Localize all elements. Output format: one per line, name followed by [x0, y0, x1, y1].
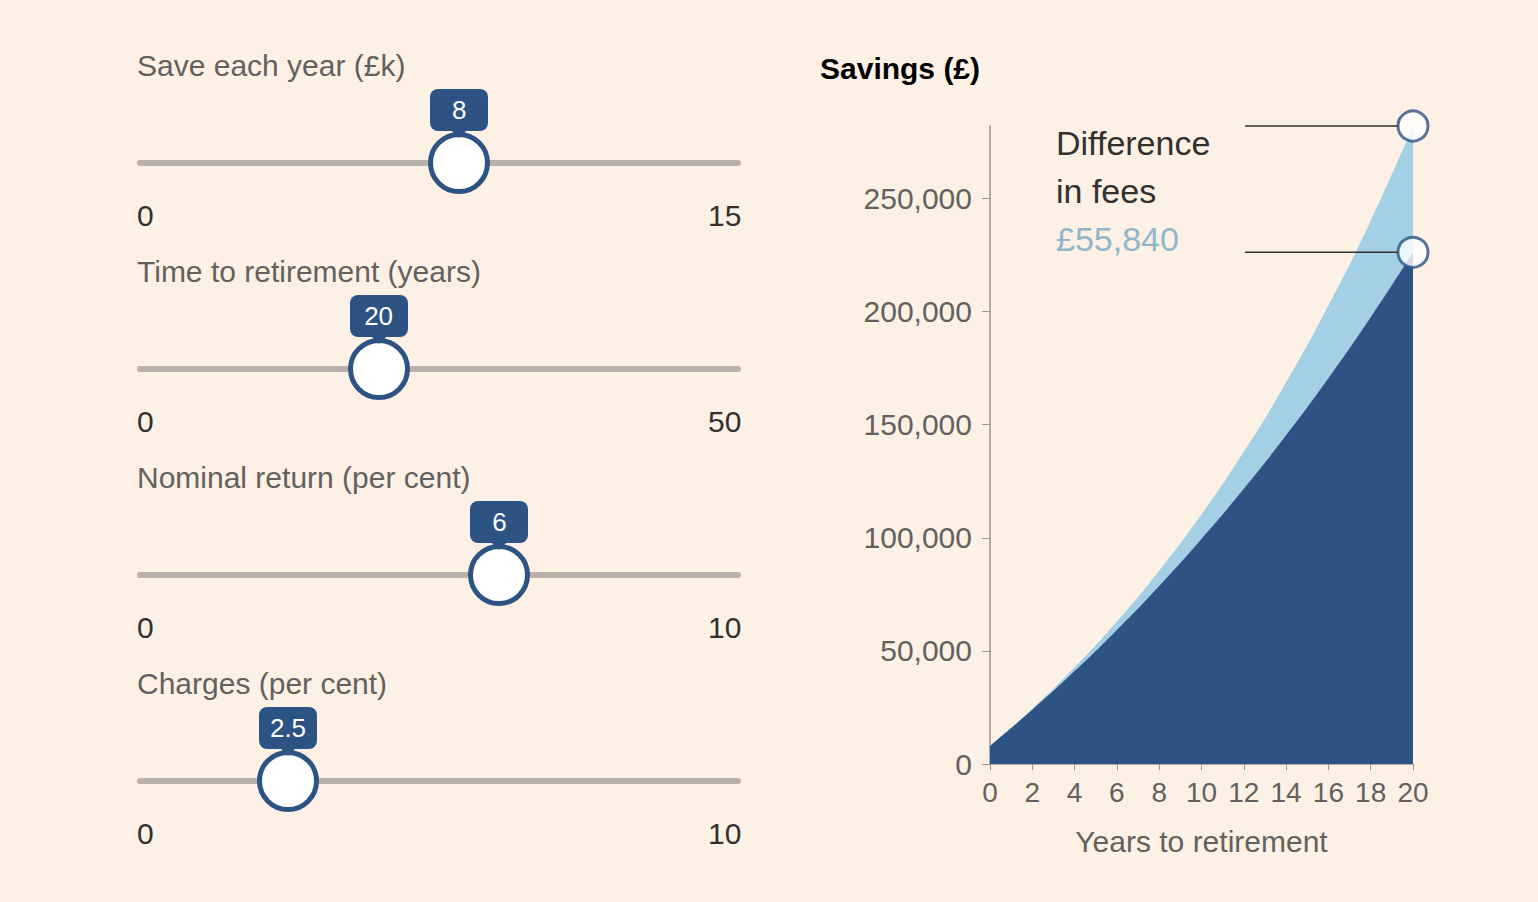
- html-text:0: 0: [137, 611, 154, 644]
- svg-text:12: 12: [1228, 777, 1259, 808]
- svg-text:250,000: 250,000: [864, 182, 972, 215]
- html-text:Save each year (£k): Save each year (£k): [137, 49, 406, 82]
- svg-text:6: 6: [1109, 777, 1125, 808]
- html-text:0: 0: [137, 405, 154, 438]
- svg-text:150,000: 150,000: [864, 408, 972, 441]
- svg-text:4: 4: [1067, 777, 1083, 808]
- svg-text:0: 0: [955, 748, 972, 781]
- svg-text:100,000: 100,000: [864, 521, 972, 554]
- html-text:2.5: 2.5: [269, 713, 307, 743]
- html-text:50: 50: [708, 405, 742, 438]
- html-text:Time to retirement (years): Time to retirement (years): [137, 255, 481, 288]
- svg-text:Savings (£): Savings (£): [820, 52, 980, 85]
- html-text:8: 8: [451, 95, 467, 125]
- html-text:0: 0: [137, 199, 154, 232]
- html-text:6: 6: [492, 507, 507, 537]
- html-text:Charges (per cent): Charges (per cent): [137, 667, 388, 700]
- svg-text:0: 0: [982, 777, 998, 808]
- svg-text:£55,840: £55,840: [1056, 220, 1179, 258]
- svg-text:16: 16: [1313, 777, 1344, 808]
- svg-text:2: 2: [1025, 777, 1041, 808]
- html-text:15: 15: [708, 199, 742, 232]
- svg-text:50,000: 50,000: [880, 634, 972, 667]
- svg-text:10: 10: [1186, 777, 1217, 808]
- html-text:10: 10: [708, 611, 742, 644]
- html-text:Nominal return (per cent): Nominal return (per cent): [137, 461, 471, 494]
- svg-text:14: 14: [1271, 777, 1302, 808]
- html-text:0: 0: [137, 817, 154, 850]
- svg-text:Years to retirement: Years to retirement: [1075, 825, 1328, 858]
- html-text:20: 20: [364, 301, 393, 331]
- svg-text:20: 20: [1397, 777, 1428, 808]
- svg-text:18: 18: [1355, 777, 1386, 808]
- svg-text:Difference: Difference: [1056, 124, 1210, 162]
- html-text:10: 10: [708, 817, 742, 850]
- svg-text:8: 8: [1151, 777, 1167, 808]
- svg-text:in fees: in fees: [1056, 172, 1156, 210]
- svg-text:200,000: 200,000: [864, 295, 972, 328]
